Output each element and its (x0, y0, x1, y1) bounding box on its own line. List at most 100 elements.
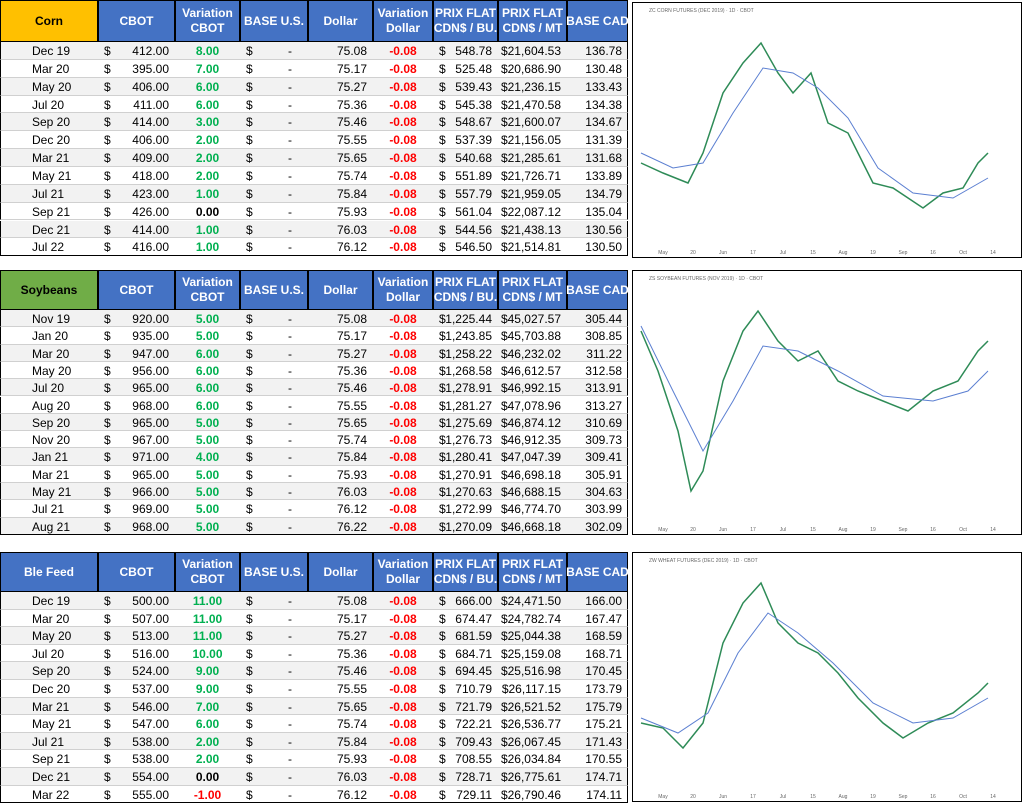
currency-symbol: $ (246, 44, 253, 58)
header-cell: BASE U.S. (240, 270, 308, 310)
currency-symbol: $ (246, 346, 253, 361)
currency-symbol: $ (439, 204, 446, 219)
header-text: Variation (377, 557, 429, 571)
x-axis-label: 20 (690, 250, 696, 256)
table-row (0, 592, 628, 610)
table-cell: - (288, 151, 292, 166)
table-cell: 1,268.58 (445, 363, 492, 378)
table-cell: - (288, 646, 292, 661)
table-row (0, 131, 628, 150)
currency-symbol: $ (439, 433, 446, 448)
contract-month: Mar 21 (32, 151, 70, 166)
table-cell: 134.67 (585, 115, 622, 130)
table-cell: 9.00 (195, 664, 220, 679)
header-cell: CBOT (98, 0, 175, 42)
currency-symbol: $ (246, 151, 253, 166)
table-cell: 551.89 (455, 168, 492, 183)
currency-symbol: $ (439, 329, 446, 344)
currency-symbol: $ (439, 467, 446, 482)
currency-symbol: $ (104, 329, 111, 344)
table-cell: 0.00 (195, 204, 220, 219)
table-row (0, 220, 628, 239)
table-cell: - (288, 752, 292, 767)
table-cell: -0.08 (389, 450, 417, 465)
table-cell: -0.08 (389, 611, 417, 626)
x-axis-label: 20 (690, 527, 696, 533)
header-cell: Soybeans (0, 270, 98, 310)
currency-symbol: $ (439, 186, 446, 201)
header-cell: CBOT (98, 270, 175, 310)
x-axis-label: Sep (899, 527, 908, 533)
chart-title: ZS SOYBEAN FUTURES (NOV 2019) · 1D · CBO… (649, 276, 763, 282)
contract-month: May 21 (32, 485, 72, 499)
header-cell: PRIX FLAT CDN$ / BU. (433, 0, 498, 42)
table-cell: 171.43 (585, 734, 622, 749)
currency-symbol: $ (246, 204, 253, 219)
table-row (0, 344, 628, 362)
header-text: CBOT (119, 564, 154, 579)
average-illustration (640, 325, 989, 453)
currency-symbol: $ (104, 79, 111, 94)
table-cell: 10.00 (192, 646, 223, 661)
table-row (0, 361, 628, 380)
table-cell: 1,272.99 (445, 502, 492, 517)
table-cell: 168.59 (585, 629, 622, 644)
table-cell: - (288, 79, 292, 94)
table-cell: 75.08 (336, 594, 367, 608)
price-illustration (640, 309, 989, 494)
currency-symbol: $ (246, 381, 253, 396)
header-cell: BASE U.S. (240, 0, 308, 42)
table-cell: $24,782.74 (500, 611, 561, 626)
currency-symbol: $ (104, 204, 111, 219)
table-cell: 507.00 (132, 611, 169, 626)
table-cell: 708.55 (455, 752, 492, 767)
table-cell: -0.08 (389, 717, 417, 732)
table-cell: -1.00 (193, 787, 222, 802)
table-cell: -0.08 (389, 61, 417, 76)
table-cell: - (288, 787, 292, 802)
currency-symbol: $ (104, 699, 111, 714)
table-cell: 309.73 (585, 433, 622, 448)
x-axis-label: 19 (870, 250, 876, 256)
table-cell: 1,270.91 (445, 467, 492, 482)
x-axis-label: Aug (839, 250, 848, 256)
contract-month: Sep 21 (32, 204, 71, 219)
table-cell: 5.00 (195, 519, 220, 534)
table-cell: $26,790.46 (500, 787, 561, 802)
currency-symbol: $ (104, 346, 111, 361)
table-cell: 5.00 (195, 467, 220, 482)
currency-symbol: $ (246, 79, 253, 94)
currency-symbol: $ (439, 346, 446, 361)
table-cell: 168.71 (585, 646, 622, 661)
table-cell: 310.69 (585, 415, 622, 430)
currency-symbol: $ (439, 699, 446, 714)
currency-symbol: $ (104, 629, 111, 644)
currency-symbol: $ (439, 381, 446, 396)
currency-symbol: $ (104, 664, 111, 679)
x-axis-label: Jun (719, 250, 727, 256)
table-cell: 75.55 (336, 682, 367, 696)
table-cell: 554.00 (132, 770, 169, 784)
header-cell: Variation CBOT (175, 552, 240, 592)
contract-month: Aug 21 (32, 519, 71, 534)
contract-month: Dec 21 (32, 222, 71, 237)
table-cell: 6.00 (195, 97, 220, 112)
table-cell: 1,243.85 (445, 329, 492, 344)
currency-symbol: $ (246, 734, 253, 749)
currency-symbol: $ (246, 240, 253, 255)
currency-symbol: $ (246, 611, 253, 626)
header-cell: CBOT (98, 552, 175, 592)
table-cell: 548.67 (455, 115, 492, 130)
currency-symbol: $ (246, 97, 253, 112)
header-text: BASE CAD (566, 564, 629, 579)
table-cell: 7.00 (195, 61, 220, 76)
table-row (0, 465, 628, 483)
x-axis-label: Aug (839, 794, 848, 800)
x-axis-label: 16 (930, 250, 936, 256)
table-cell: 1,278.91 (445, 381, 492, 396)
table-cell: 544.56 (455, 222, 492, 237)
header-text: CBOT (190, 290, 225, 304)
table-cell: -0.08 (389, 398, 417, 413)
table-cell: 513.00 (132, 629, 169, 644)
contract-month: Jan 21 (32, 450, 69, 465)
